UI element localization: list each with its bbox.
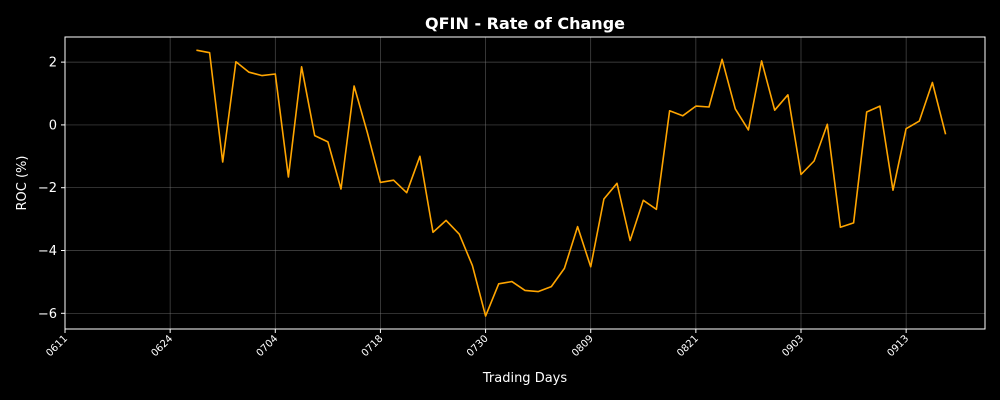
y-tick-label: 2 [49, 56, 57, 71]
x-axis-label: Trading Days [482, 371, 567, 386]
y-axis-label: ROC (%) [15, 156, 30, 211]
y-tick-label: −4 [38, 244, 57, 259]
y-tick-label: −2 [38, 181, 57, 196]
y-tick-label: −6 [38, 307, 57, 322]
y-tick-label: 0 [49, 118, 57, 133]
series-layer [196, 49, 947, 317]
roc-series-line [196, 49, 947, 317]
y-axis-ticks: 2 0 −2 −4 −6 [38, 56, 65, 322]
plot-frame [64, 36, 986, 330]
chart-title: QFIN - Rate of Change [425, 14, 625, 33]
